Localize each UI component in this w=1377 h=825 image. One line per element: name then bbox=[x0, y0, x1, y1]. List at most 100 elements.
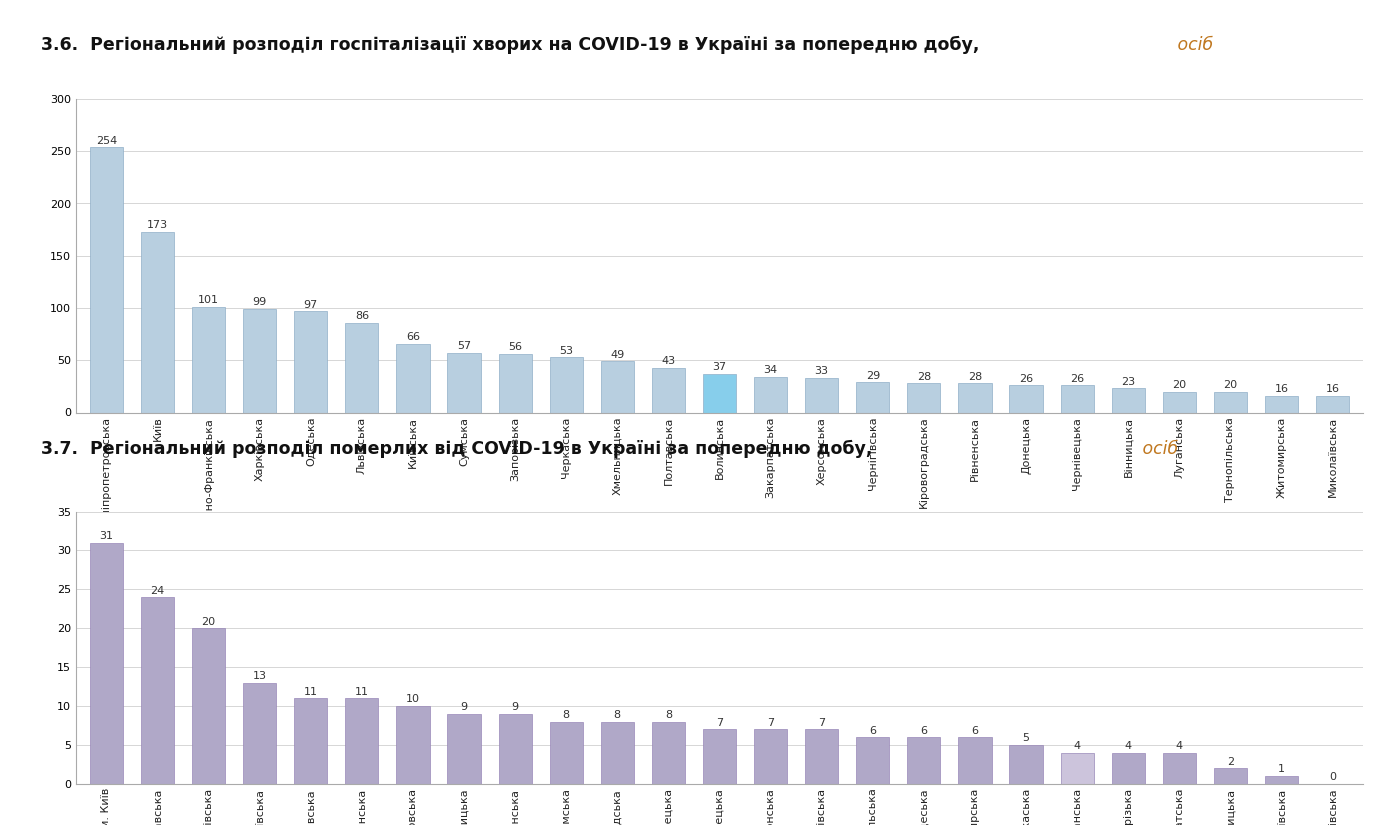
Text: 86: 86 bbox=[355, 311, 369, 321]
Bar bbox=[907, 737, 940, 784]
Bar bbox=[856, 737, 890, 784]
Bar bbox=[1060, 385, 1093, 412]
Bar bbox=[958, 737, 991, 784]
Text: 34: 34 bbox=[763, 365, 778, 375]
Bar bbox=[448, 714, 481, 784]
Text: 28: 28 bbox=[917, 372, 931, 382]
Bar bbox=[651, 722, 684, 784]
Text: 10: 10 bbox=[406, 695, 420, 705]
Bar bbox=[651, 368, 684, 412]
Text: 56: 56 bbox=[508, 342, 522, 352]
Bar bbox=[1213, 392, 1248, 412]
Text: 8: 8 bbox=[614, 710, 621, 720]
Text: 4: 4 bbox=[1176, 741, 1183, 751]
Bar bbox=[1009, 385, 1042, 412]
Bar bbox=[1316, 396, 1349, 412]
Text: 23: 23 bbox=[1121, 377, 1135, 387]
Bar bbox=[1213, 768, 1248, 784]
Bar bbox=[755, 377, 788, 412]
Text: 28: 28 bbox=[968, 372, 982, 382]
Bar bbox=[244, 682, 277, 784]
Text: 24: 24 bbox=[150, 586, 165, 596]
Text: 99: 99 bbox=[252, 298, 267, 308]
Text: осіб: осіб bbox=[1172, 35, 1213, 54]
Bar bbox=[1162, 392, 1195, 412]
Bar bbox=[806, 729, 839, 784]
Bar bbox=[397, 343, 430, 412]
Text: 29: 29 bbox=[866, 370, 880, 380]
Bar bbox=[90, 543, 123, 784]
Bar bbox=[191, 628, 226, 784]
Text: 97: 97 bbox=[304, 299, 318, 309]
Bar bbox=[1265, 396, 1299, 412]
Text: 3.6.  Регіональний розподіл госпіталізації хворих на COVID-19 в Україні за попер: 3.6. Регіональний розподіл госпіталізаці… bbox=[41, 35, 979, 54]
Text: 9: 9 bbox=[460, 702, 468, 712]
Bar bbox=[397, 706, 430, 784]
Bar bbox=[1060, 752, 1093, 784]
Text: 20: 20 bbox=[1223, 380, 1238, 390]
Bar bbox=[1162, 752, 1195, 784]
Bar bbox=[140, 232, 174, 412]
Text: 37: 37 bbox=[712, 362, 727, 372]
Text: 43: 43 bbox=[661, 356, 676, 366]
Text: 0: 0 bbox=[1329, 772, 1336, 782]
Text: 31: 31 bbox=[99, 531, 113, 541]
Text: 1: 1 bbox=[1278, 765, 1285, 775]
Bar bbox=[90, 147, 123, 412]
Text: 4: 4 bbox=[1125, 741, 1132, 751]
Bar bbox=[755, 729, 788, 784]
Bar bbox=[1265, 776, 1299, 784]
Text: 7: 7 bbox=[767, 718, 774, 728]
Bar bbox=[702, 729, 737, 784]
Text: 11: 11 bbox=[355, 686, 369, 696]
Bar bbox=[295, 311, 328, 412]
Bar bbox=[549, 722, 582, 784]
Text: 8: 8 bbox=[563, 710, 570, 720]
Text: 2: 2 bbox=[1227, 757, 1234, 766]
Text: 16: 16 bbox=[1275, 384, 1289, 394]
Text: 11: 11 bbox=[304, 686, 318, 696]
Bar bbox=[856, 382, 890, 412]
Bar bbox=[346, 323, 379, 412]
Text: 7: 7 bbox=[818, 718, 825, 728]
Text: 4: 4 bbox=[1074, 741, 1081, 751]
Text: 33: 33 bbox=[815, 366, 829, 376]
Text: осіб: осіб bbox=[1137, 440, 1179, 458]
Text: 6: 6 bbox=[971, 725, 979, 736]
Bar bbox=[498, 354, 532, 412]
Text: 8: 8 bbox=[665, 710, 672, 720]
Bar bbox=[549, 357, 582, 412]
Bar bbox=[907, 384, 940, 412]
Bar bbox=[1111, 389, 1144, 412]
Text: 26: 26 bbox=[1019, 374, 1033, 384]
Text: 3.7.  Регіональний розподіл померлих від COVID-19 в Україні за попередню добу,: 3.7. Регіональний розподіл померлих від … bbox=[41, 440, 873, 458]
Bar bbox=[702, 374, 737, 412]
Text: 26: 26 bbox=[1070, 374, 1084, 384]
Bar bbox=[244, 309, 277, 412]
Text: 6: 6 bbox=[869, 725, 876, 736]
Text: 5: 5 bbox=[1023, 733, 1030, 743]
Text: 20: 20 bbox=[201, 616, 216, 627]
Bar bbox=[1111, 752, 1144, 784]
Bar bbox=[346, 698, 379, 784]
Bar bbox=[295, 698, 328, 784]
Bar bbox=[498, 714, 532, 784]
Text: 16: 16 bbox=[1326, 384, 1340, 394]
Bar bbox=[1009, 745, 1042, 784]
Text: 13: 13 bbox=[252, 671, 267, 681]
Bar bbox=[191, 307, 226, 412]
Text: 6: 6 bbox=[920, 725, 927, 736]
Text: 7: 7 bbox=[716, 718, 723, 728]
Text: 49: 49 bbox=[610, 350, 624, 360]
Text: 9: 9 bbox=[512, 702, 519, 712]
Bar bbox=[600, 722, 633, 784]
Bar bbox=[140, 597, 174, 784]
Bar bbox=[448, 353, 481, 412]
Text: 57: 57 bbox=[457, 342, 471, 351]
Text: 20: 20 bbox=[1172, 380, 1187, 390]
Bar bbox=[806, 378, 839, 412]
Bar bbox=[958, 384, 991, 412]
Text: 173: 173 bbox=[147, 220, 168, 230]
Text: 53: 53 bbox=[559, 346, 573, 356]
Bar bbox=[600, 361, 633, 412]
